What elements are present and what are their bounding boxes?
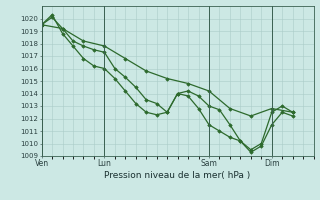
- X-axis label: Pression niveau de la mer( hPa ): Pression niveau de la mer( hPa ): [104, 171, 251, 180]
